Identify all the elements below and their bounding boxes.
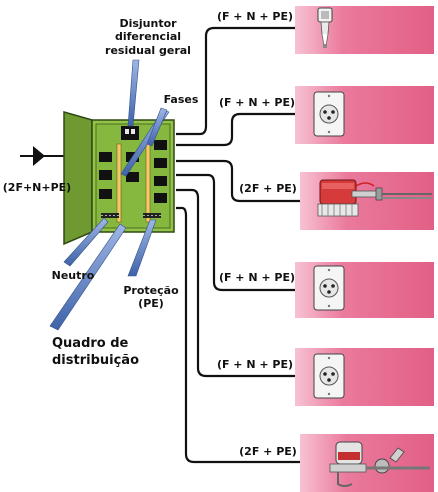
load-card-4 <box>295 262 434 318</box>
panel-labels: Disjuntor diferencial residual geral Fas… <box>3 17 199 368</box>
circuit-label: (F + N + PE) <box>217 10 293 23</box>
label-quadro-2: distribuição <box>52 353 139 368</box>
label-pointers <box>49 59 170 331</box>
label-fases: Fases <box>164 93 199 106</box>
label-input: (2F+N+PE) <box>3 181 71 194</box>
load-card-3 <box>300 172 434 230</box>
load-card-5 <box>295 348 434 406</box>
label-disjuntor-1: Disjuntor <box>119 17 177 30</box>
circuit-breaker <box>99 189 112 199</box>
phase-busbar <box>145 143 151 223</box>
outlet-icon <box>313 265 345 311</box>
circuit-breaker <box>126 172 139 182</box>
load-card-6 <box>300 434 434 492</box>
circuit-breaker <box>99 170 112 180</box>
electric-shower-icon <box>317 179 432 217</box>
label-protecao-2: (PE) <box>138 297 164 310</box>
label-protecao-1: Proteção <box>123 284 179 297</box>
circuit-breaker <box>99 152 112 162</box>
lamp-holder-icon <box>317 7 333 48</box>
load-card-2 <box>295 86 434 144</box>
incoming-feed <box>20 146 64 166</box>
label-quadro-1: Quadro de <box>52 336 129 351</box>
circuit-breaker <box>154 140 167 150</box>
circuit-breaker <box>154 158 167 168</box>
label-disjuntor-3: residual geral <box>105 44 191 57</box>
circuit-wires <box>176 26 300 464</box>
circuit-labels: (F + N + PE) (F + N + PE) (2F + PE) (F +… <box>217 10 297 458</box>
outlet-icon <box>313 91 345 137</box>
load-card-1 <box>295 6 434 54</box>
label-neutro: Neutro <box>52 269 95 282</box>
rcd-breaker <box>121 126 139 140</box>
electric-faucet-icon <box>329 441 430 487</box>
circuit-label: (2F + PE) <box>239 182 297 195</box>
circuit-label: (F + N + PE) <box>217 358 293 371</box>
circuit-label: (F + N + PE) <box>219 96 295 109</box>
circuit-label: (F + N + PE) <box>219 271 295 284</box>
circuit-label: (2F + PE) <box>239 445 297 458</box>
outlet-icon <box>313 353 345 399</box>
label-disjuntor-2: diferencial <box>115 30 181 43</box>
phase-busbar <box>116 143 122 223</box>
circuit-breaker <box>154 193 167 203</box>
circuit-breaker <box>154 176 167 186</box>
